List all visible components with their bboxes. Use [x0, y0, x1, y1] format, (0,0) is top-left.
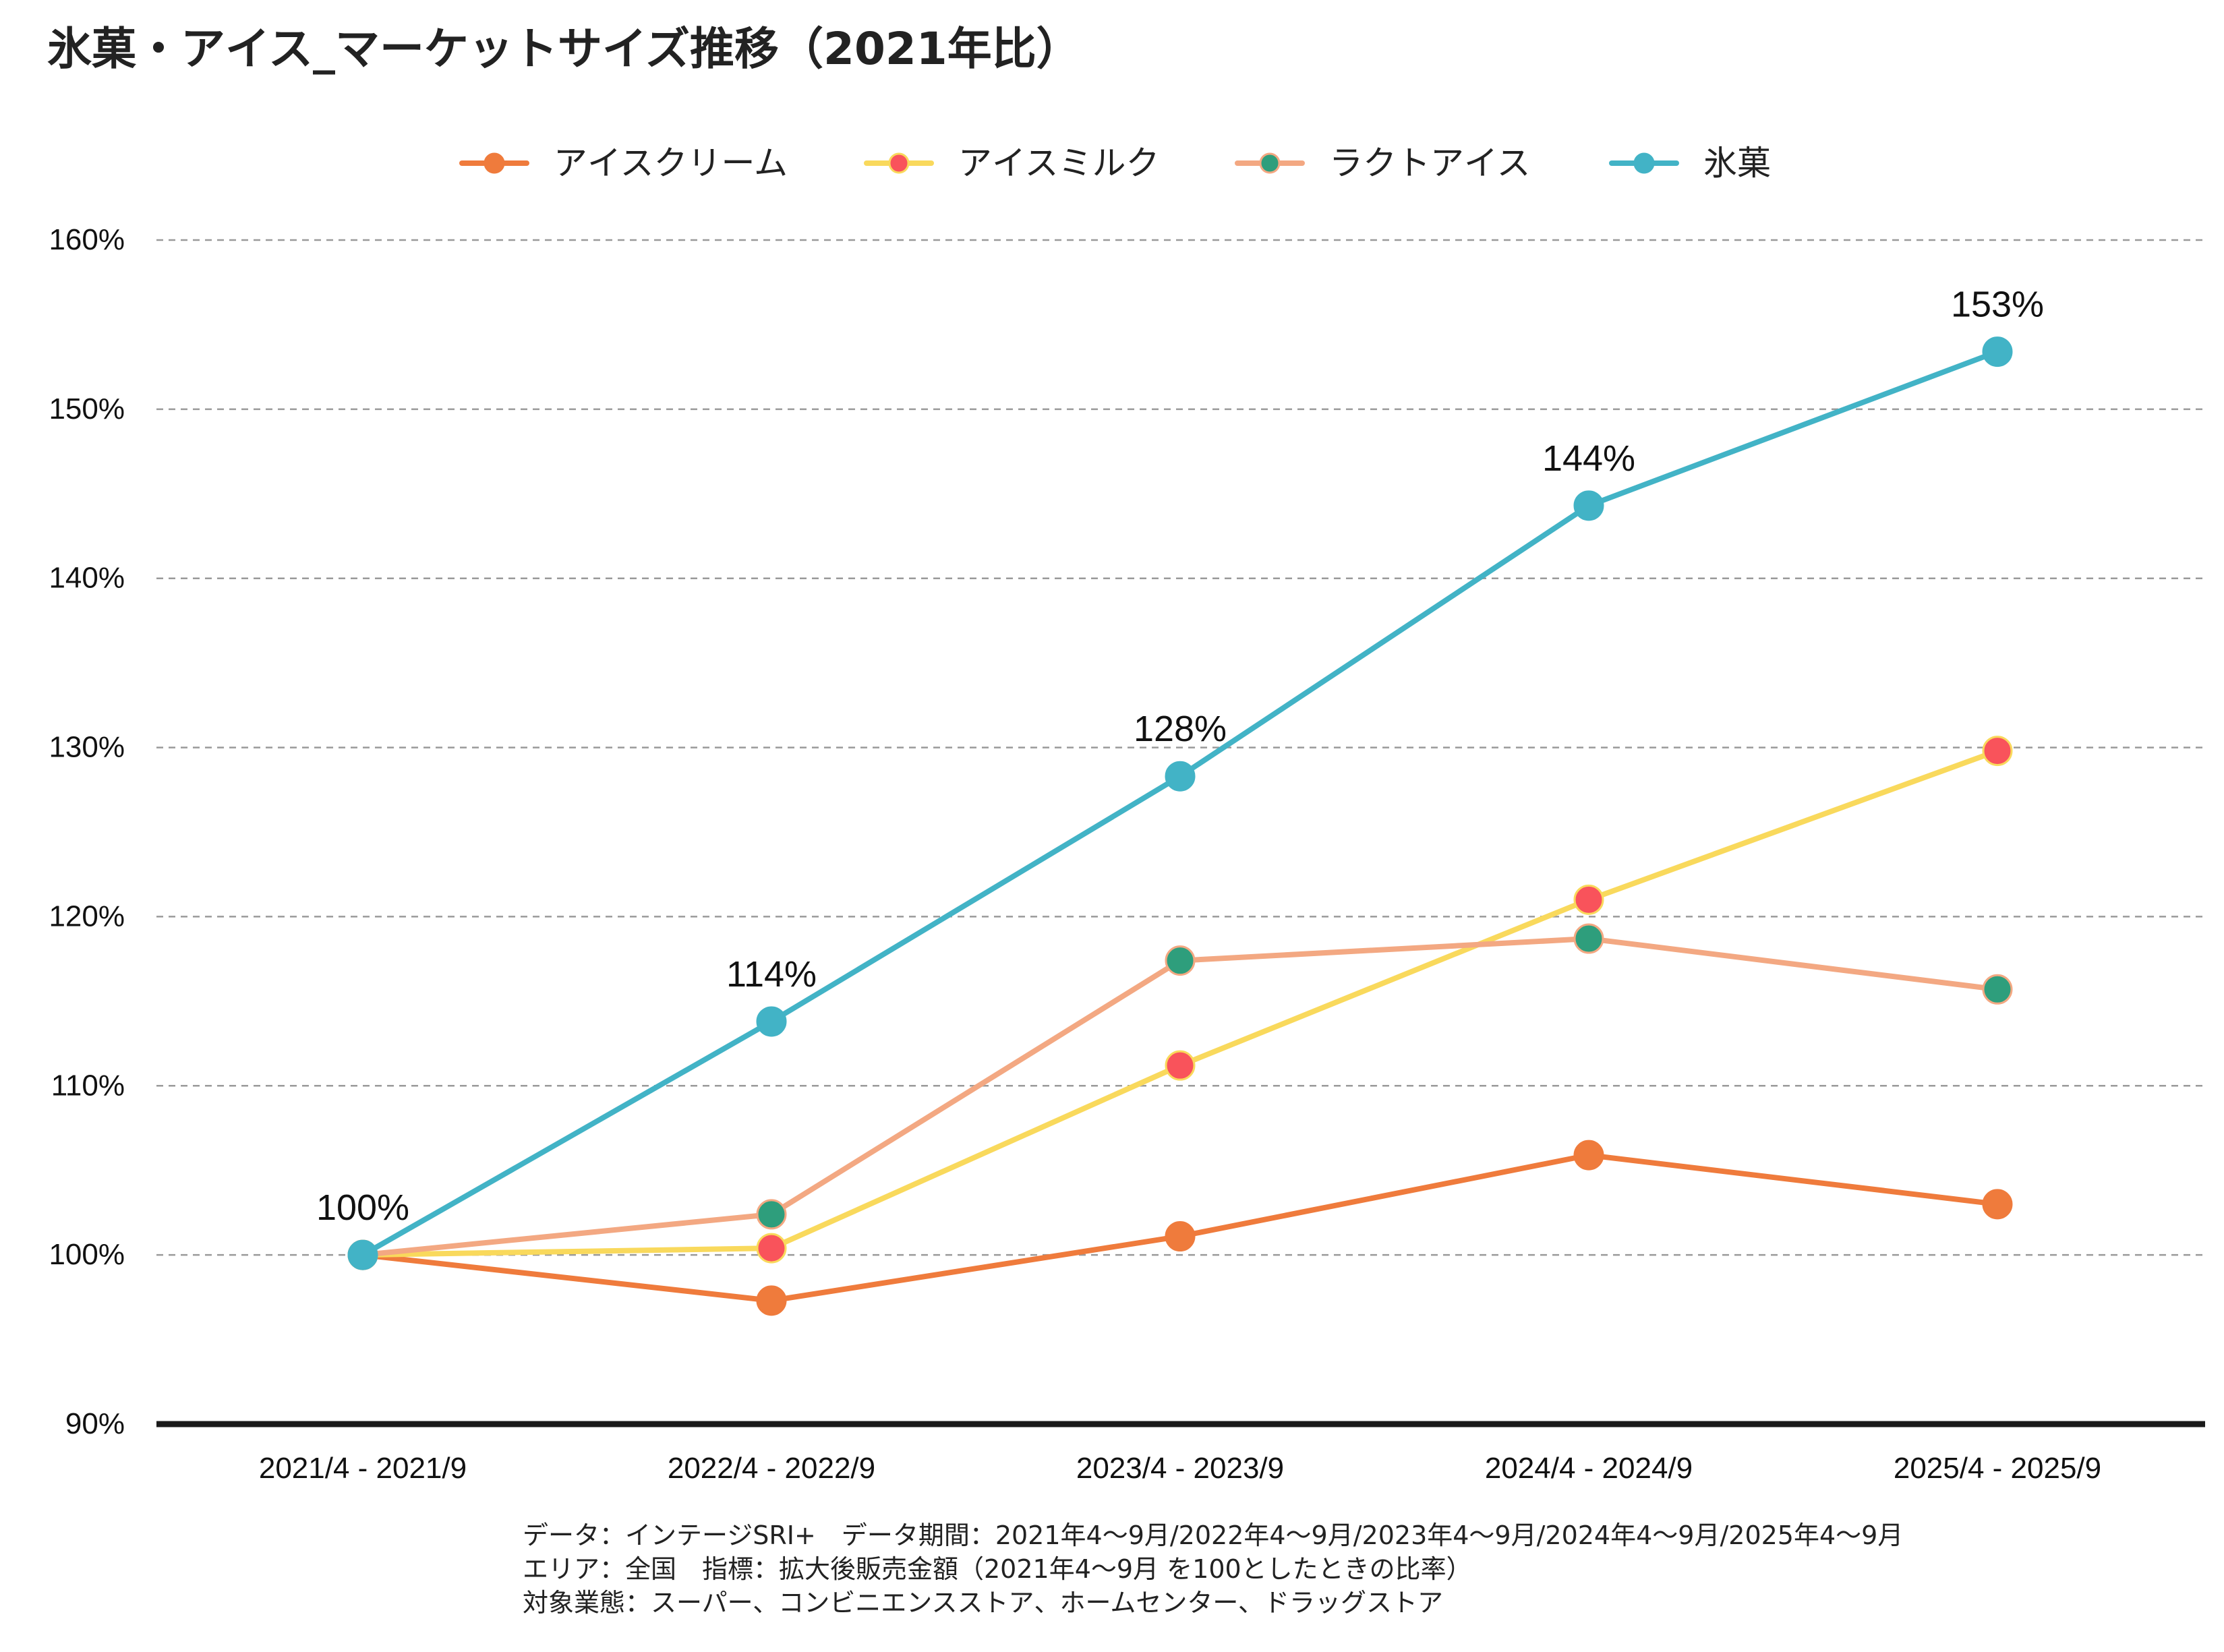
legend-label: 氷菓: [1703, 144, 1771, 183]
series-2: [347, 923, 2013, 1270]
legend-swatch-marker: [888, 152, 910, 174]
data-point: [1982, 736, 2013, 767]
data-point: [1165, 1050, 1196, 1081]
data-label: 100%: [316, 1187, 409, 1228]
data-point: [1982, 1189, 2013, 1220]
data-label: 144%: [1542, 438, 1635, 479]
data-labels: 100% 114% 128% 144% 153%: [316, 285, 2044, 1229]
legend-item-2: ラクトアイス: [1235, 144, 1531, 183]
y-tick-label: 120%: [49, 899, 125, 933]
data-point: [1982, 974, 2013, 1005]
data-point: [1982, 336, 2013, 367]
series-1: [347, 736, 2013, 1270]
data-label: 114%: [726, 954, 817, 995]
y-tick-label: 110%: [51, 1069, 125, 1102]
data-point: [1573, 490, 1604, 521]
legend-swatch-marker: [1259, 152, 1281, 174]
x-tick-label: 2023/4 - 2023/9: [1076, 1452, 1284, 1485]
x-tick-label: 2021/4 - 2021/9: [259, 1452, 467, 1485]
legend: アイスクリーム アイスミルク ラクトアイス 氷菓: [459, 144, 1771, 183]
data-point: [1573, 884, 1604, 915]
series-line: [360, 748, 2000, 1258]
axes: 90% 100% 110% 120% 130% 140% 150% 160% 2021/4 - …: [49, 223, 2205, 1485]
y-tick-label: 150%: [49, 392, 125, 425]
data-point: [756, 1199, 787, 1230]
data-label: 128%: [1134, 709, 1227, 749]
data-point: [1573, 923, 1604, 954]
grid-lines: [156, 239, 2205, 1256]
data-point: [1165, 1221, 1196, 1252]
legend-label: アイスクリーム: [554, 144, 788, 183]
data-point: [756, 1233, 787, 1264]
y-tick-label: 160%: [49, 223, 125, 256]
data-point: [347, 1239, 378, 1270]
y-tick-label: 100%: [49, 1238, 125, 1271]
legend-swatch-marker: [484, 152, 505, 174]
series-3: [347, 336, 2013, 1270]
legend-item-1: アイスミルク: [864, 144, 1160, 183]
note-line-2: エリア：全国 指標：拡大後販売金額（2021年4〜9月 を100としたときの比率…: [523, 1554, 1472, 1584]
data-point: [756, 1285, 787, 1316]
source-notes: データ：インテージSRI+ データ期間：2021年4〜9月/2022年4〜9月/…: [523, 1521, 1903, 1618]
x-tick-label: 2022/4 - 2022/9: [668, 1452, 875, 1485]
series-layer: [347, 336, 2013, 1316]
data-label: 153%: [1951, 285, 2044, 325]
data-point: [1165, 945, 1196, 976]
legend-swatch-marker: [1633, 152, 1655, 174]
data-point: [756, 1006, 787, 1037]
legend-label: ラクトアイス: [1329, 144, 1531, 183]
y-tick-label: 130%: [49, 731, 125, 764]
series-line: [360, 349, 2000, 1258]
data-point: [1573, 1140, 1604, 1171]
series-line: [360, 936, 2000, 1258]
note-line-3: 対象業態：スーパー、コンビニエンスストア、ホームセンター、ドラッグストア: [523, 1588, 1443, 1618]
note-line-1: データ：インテージSRI+ データ期間：2021年4〜9月/2022年4〜9月/…: [523, 1521, 1903, 1550]
legend-item-0: アイスクリーム: [459, 144, 788, 183]
legend-item-3: 氷菓: [1609, 144, 1771, 183]
legend-label: アイスミルク: [958, 144, 1160, 183]
x-tick-label: 2025/4 - 2025/9: [1894, 1452, 2101, 1485]
series-0: [347, 1140, 2013, 1316]
chart-title: 氷菓・アイス_マーケットサイズ推移（2021年比）: [47, 23, 1081, 75]
x-tick-label: 2024/4 - 2024/9: [1485, 1452, 1693, 1485]
y-tick-label: 140%: [49, 562, 125, 595]
data-point: [1165, 761, 1196, 792]
y-tick-label: 90%: [65, 1407, 125, 1440]
